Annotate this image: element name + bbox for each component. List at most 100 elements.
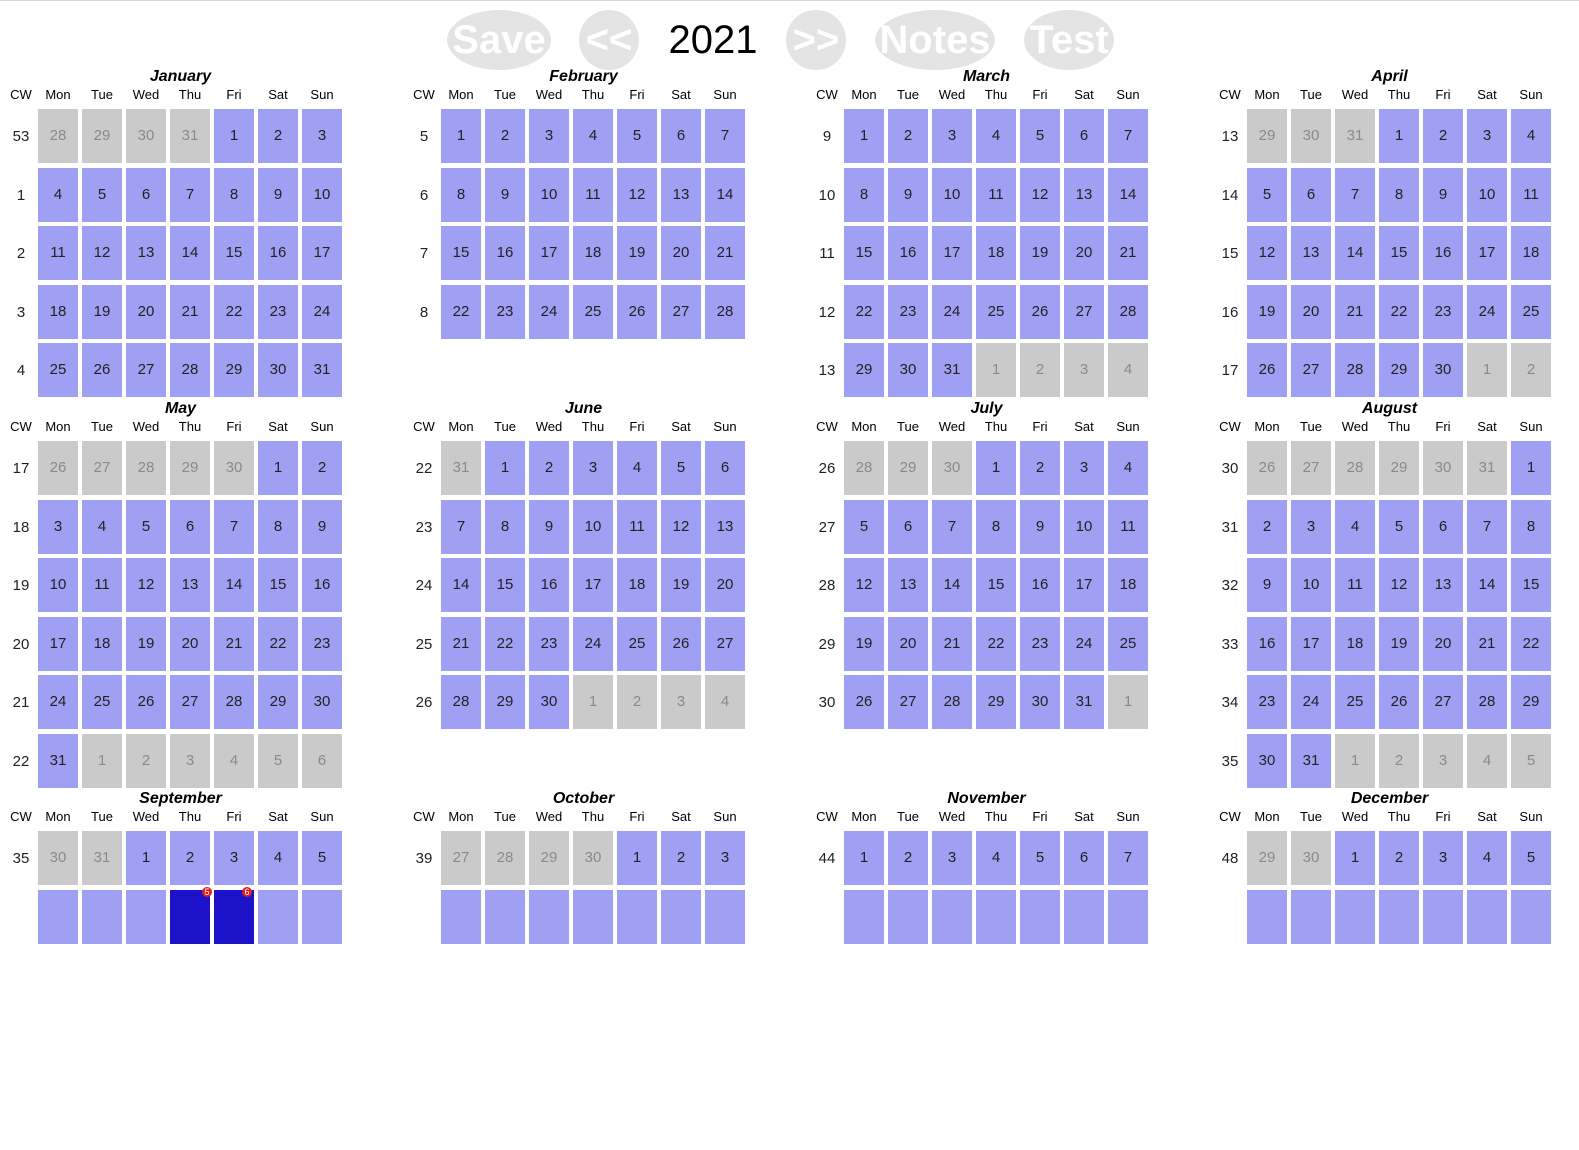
day-cell[interactable]: 2 [302,441,342,495]
day-cell[interactable]: 16 [302,558,342,613]
day-cell-other-month[interactable]: 27 [1291,441,1331,495]
day-cell[interactable]: 5 [1511,831,1551,885]
day-cell[interactable]: 21 [441,616,481,671]
day-cell[interactable]: 27 [1291,343,1331,398]
day-cell-other-month[interactable]: 29 [170,441,210,495]
day-cell[interactable]: 17 [573,558,613,613]
day-cell[interactable] [1423,889,1463,944]
day-cell[interactable]: 14 [1335,226,1375,281]
day-cell[interactable] [1467,889,1507,944]
day-cell[interactable]: 11 [976,167,1016,222]
day-cell[interactable]: 6 [1064,831,1104,885]
day-cell[interactable]: 22 [258,616,298,671]
day-cell[interactable]: 31 [1064,675,1104,730]
day-cell[interactable]: 20 [1064,226,1104,281]
day-cell[interactable]: 19 [1020,226,1060,281]
day-cell[interactable]: 31 [932,343,972,398]
day-cell[interactable]: 28 [1467,675,1507,730]
day-cell[interactable]: 17 [932,226,972,281]
day-cell[interactable]: 23 [1247,675,1287,730]
day-cell[interactable]: 23 [302,616,342,671]
day-cell-other-month[interactable]: 3 [661,675,701,730]
day-cell[interactable]: 25 [38,343,78,398]
day-cell[interactable]: 21 [1467,616,1507,671]
day-cell[interactable]: 19 [617,226,657,281]
day-cell-other-month[interactable]: 5 [258,734,298,788]
day-cell[interactable] [485,889,525,944]
day-cell-other-month[interactable]: 29 [529,831,569,885]
day-cell[interactable]: 13 [661,167,701,222]
day-cell[interactable]: 3 [932,109,972,163]
day-cell-other-month[interactable]: 1 [1335,734,1375,788]
day-cell[interactable]: 28 [932,675,972,730]
day-cell[interactable]: 1 [126,831,166,885]
day-cell-other-month[interactable]: 1 [82,734,122,788]
day-cell[interactable] [1379,889,1419,944]
day-cell[interactable]: 3 [1291,499,1331,554]
day-cell-other-month[interactable]: 4 [1108,343,1148,398]
day-cell[interactable]: 1 [441,109,481,163]
day-cell[interactable]: 6 [705,441,745,495]
day-cell[interactable]: 5 [1247,167,1287,222]
day-cell[interactable]: 20 [661,226,701,281]
day-cell-other-month[interactable]: 1 [573,675,613,730]
day-cell[interactable]: 7 [1108,109,1148,163]
day-cell[interactable]: 14 [1467,558,1507,613]
day-cell[interactable]: 25 [1511,284,1551,339]
day-cell[interactable]: 15 [258,558,298,613]
day-cell[interactable]: 2 [529,441,569,495]
day-cell[interactable]: 22 [485,616,525,671]
day-cell[interactable]: 8 [258,499,298,554]
day-cell[interactable]: 21 [170,284,210,339]
day-cell-other-month[interactable]: 29 [1379,441,1419,495]
day-cell[interactable]: 6 [1423,499,1463,554]
day-cell[interactable] [302,889,342,944]
day-cell[interactable]: 30 [1020,675,1060,730]
day-cell-other-month[interactable]: 4 [705,675,745,730]
day-cell[interactable] [529,889,569,944]
day-cell[interactable]: 1 [1379,109,1419,163]
day-cell[interactable] [573,889,613,944]
day-cell[interactable]: 13 [888,558,928,613]
day-cell[interactable]: 16 [529,558,569,613]
day-cell[interactable] [617,889,657,944]
day-cell[interactable]: 4 [38,167,78,222]
day-cell[interactable]: 27 [888,675,928,730]
day-cell[interactable]: 16 [1020,558,1060,613]
day-cell[interactable]: 5 [1379,499,1419,554]
day-cell[interactable]: 7 [932,499,972,554]
prev-year-button[interactable]: << [579,10,639,70]
day-cell[interactable]: 3 [1467,109,1507,163]
day-cell-other-month[interactable]: 2 [1511,343,1551,398]
day-cell[interactable]: 4 [976,109,1016,163]
day-cell[interactable]: 5 [617,109,657,163]
day-cell-other-month[interactable]: 5 [1511,734,1551,788]
day-cell[interactable] [844,889,884,944]
day-cell[interactable]: 4 [1335,499,1375,554]
day-cell[interactable]: 12 [1379,558,1419,613]
day-cell[interactable]: 10 [1467,167,1507,222]
day-cell[interactable]: 4 [1108,441,1148,495]
day-cell[interactable] [1020,889,1060,944]
day-cell[interactable] [1108,889,1148,944]
day-cell[interactable]: 1 [976,441,1016,495]
day-cell[interactable]: 11 [1335,558,1375,613]
event-marker[interactable]: 6 [242,886,252,897]
day-cell[interactable]: 17 [38,616,78,671]
day-cell[interactable]: 29 [258,675,298,730]
day-cell[interactable]: 3 [214,831,254,885]
day-cell-other-month[interactable]: 28 [1335,441,1375,495]
day-cell[interactable]: 29 [844,343,884,398]
day-cell[interactable] [1511,889,1551,944]
day-cell[interactable]: 26 [82,343,122,398]
day-cell[interactable]: 3 [1064,441,1104,495]
day-cell[interactable]: 30 [302,675,342,730]
day-cell[interactable]: 5 [82,167,122,222]
day-cell[interactable]: 15 [844,226,884,281]
day-cell[interactable]: 18 [1108,558,1148,613]
day-cell-other-month[interactable]: 29 [1247,831,1287,885]
day-cell-other-month[interactable]: 1 [976,343,1016,398]
day-cell-other-month[interactable]: 30 [1423,441,1463,495]
day-cell[interactable] [1335,889,1375,944]
day-cell[interactable] [1247,889,1287,944]
